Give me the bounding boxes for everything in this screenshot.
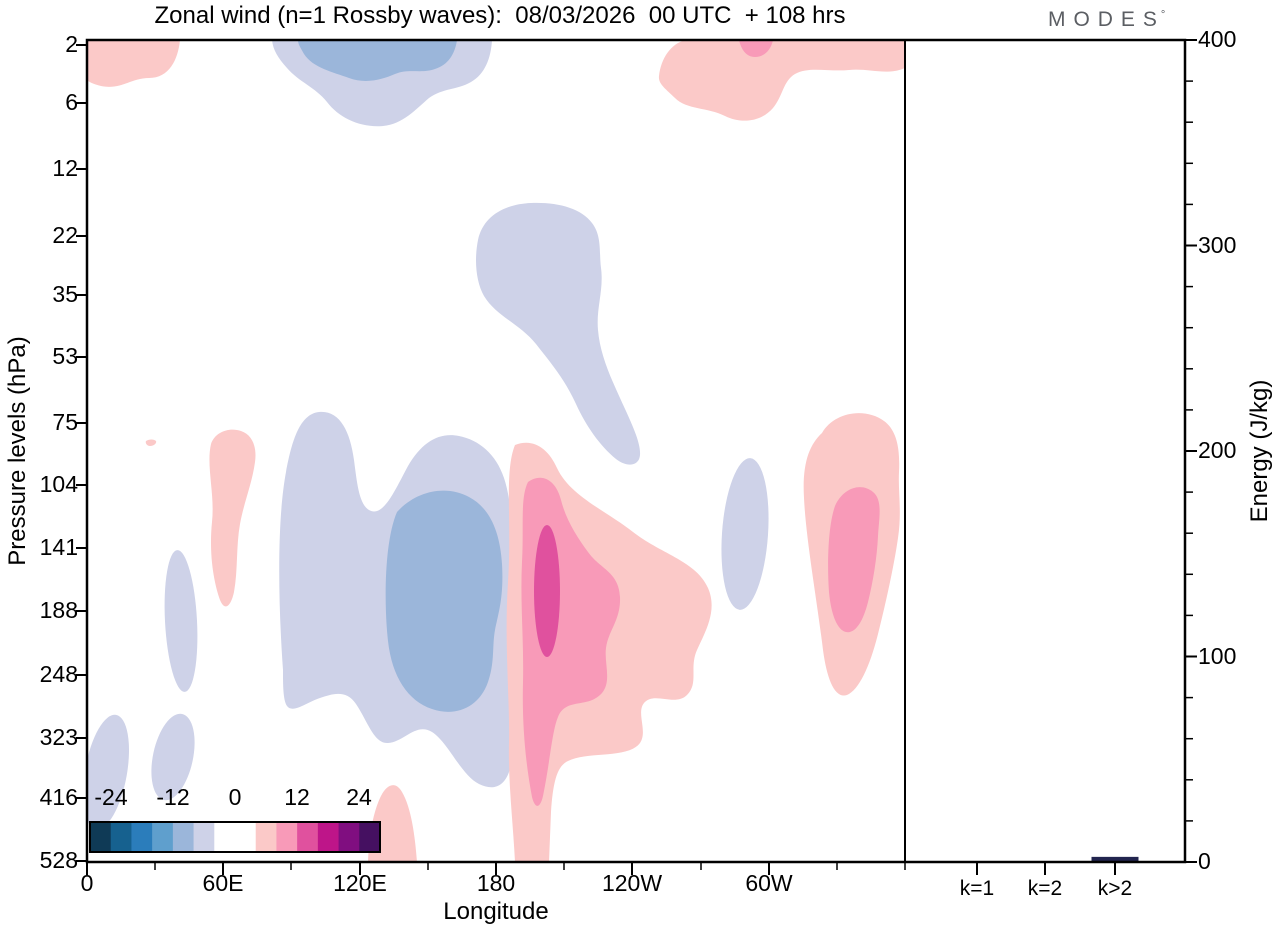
colorbar-cell bbox=[317, 822, 340, 852]
colorbar-cell bbox=[235, 822, 257, 852]
energy-tick-label: 200 bbox=[1198, 437, 1237, 464]
pressure-tick-label: 141 bbox=[39, 534, 78, 561]
contour-blob-pink-band-60e bbox=[209, 429, 256, 607]
contour-blob-lavender-bottom-left-1 bbox=[87, 714, 130, 830]
contour-blob-pink-top-right bbox=[658, 40, 905, 121]
chart-title: Zonal wind (n=1 Rossby waves): 08/03/202… bbox=[154, 2, 846, 29]
pressure-tick-label: 416 bbox=[39, 784, 78, 811]
longitude-tick-label: 60E bbox=[202, 870, 244, 896]
colorbar-tick-label: 12 bbox=[284, 784, 310, 810]
pressure-tick-label: 188 bbox=[39, 597, 78, 624]
colorbar-border bbox=[89, 821, 381, 853]
pressure-tick-label: 528 bbox=[39, 847, 78, 874]
contour-field bbox=[87, 40, 905, 862]
colorbar-tick-label: -24 bbox=[94, 784, 128, 810]
contour-blob-pink-top-left bbox=[87, 40, 180, 87]
colorbar-cell bbox=[172, 822, 195, 852]
contour-blob-magenta-top-right-spot bbox=[739, 40, 773, 57]
contour-blob-pink-speck bbox=[145, 439, 157, 446]
y-axis-title-energy: Energy (J/kg) bbox=[1246, 379, 1273, 523]
y-axis-title-pressure: Pressure levels (hPa) bbox=[4, 336, 31, 566]
contour-blob-pink-right-inner bbox=[828, 487, 880, 633]
pressure-tick-label: 75 bbox=[52, 409, 78, 436]
pressure-tick-label: 53 bbox=[52, 343, 78, 370]
longitude-tick-label: 60W bbox=[745, 870, 793, 896]
modes-logo-text: MODES bbox=[1048, 8, 1165, 31]
colorbar-tick-label: -12 bbox=[156, 784, 190, 810]
energy-tick-label: 400 bbox=[1198, 26, 1237, 53]
colorbar-tick-label: 0 bbox=[228, 784, 242, 810]
colorbar-cell bbox=[359, 822, 381, 852]
colorbar-cell bbox=[338, 822, 360, 852]
energy-bar-k>2 bbox=[1091, 856, 1139, 862]
k-tick-label: k=1 bbox=[959, 877, 995, 900]
contour-blob-lavender-mid-stratosphere bbox=[476, 202, 641, 465]
pressure-tick-label: 35 bbox=[52, 281, 78, 308]
colorbar bbox=[90, 822, 381, 852]
colorbar-cell bbox=[152, 822, 174, 852]
longitude-tick-label: 180 bbox=[476, 870, 516, 896]
colorbar-cell bbox=[131, 822, 153, 852]
k-tick-label: k>2 bbox=[1097, 877, 1133, 900]
energy-tick-label: 0 bbox=[1198, 848, 1211, 875]
colorbar-cell bbox=[110, 822, 133, 852]
k-tick-label: k=2 bbox=[1027, 877, 1063, 900]
colorbar-cell bbox=[255, 822, 278, 852]
longitude-tick-label: 120W bbox=[601, 870, 663, 896]
x-axis-title: Longitude bbox=[443, 898, 549, 925]
pressure-tick-label: 104 bbox=[39, 471, 78, 498]
axis-ticks bbox=[76, 39, 1197, 875]
colorbar-tick-label: 24 bbox=[346, 784, 372, 810]
pressure-tick-label: 22 bbox=[52, 222, 78, 249]
contour-blob-magenta-central-core bbox=[534, 525, 560, 657]
longitude-tick-label: 0 bbox=[80, 870, 94, 896]
energy-tick-label: 300 bbox=[1198, 231, 1237, 258]
pressure-tick-label: 2 bbox=[65, 31, 78, 58]
contour-blob-blue-central-core bbox=[385, 490, 503, 712]
colorbar-cell bbox=[276, 822, 298, 852]
pressure-tick-label: 323 bbox=[39, 724, 78, 751]
longitude-tick-label: 120E bbox=[333, 870, 387, 896]
pressure-tick-label: 6 bbox=[65, 89, 78, 116]
pressure-tick-label: 12 bbox=[52, 155, 78, 182]
contour-blob-lavender-55w bbox=[721, 458, 769, 610]
energy-tick-label: 100 bbox=[1198, 642, 1237, 669]
modes-logo: MODES° bbox=[1048, 8, 1165, 32]
contour-blob-blue-top-core bbox=[298, 40, 457, 81]
contour-blob-lavender-35e bbox=[164, 550, 198, 692]
pressure-tick-label: 248 bbox=[39, 661, 78, 688]
contour-blob-lavender-bottom-left-2 bbox=[151, 713, 195, 801]
energy-bars bbox=[1091, 856, 1139, 862]
modes-logo-mark: ° bbox=[1160, 9, 1166, 21]
colorbar-cell bbox=[297, 822, 319, 852]
colorbar-cell bbox=[90, 822, 112, 852]
colorbar-cell bbox=[193, 822, 215, 852]
colorbar-cell bbox=[214, 822, 236, 852]
